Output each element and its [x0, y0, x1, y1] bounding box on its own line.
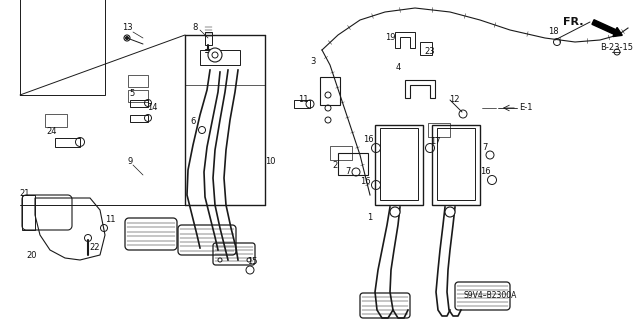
Circle shape	[247, 258, 251, 262]
Bar	[330, 146, 352, 160]
FancyArrow shape	[592, 20, 622, 37]
Text: 5: 5	[129, 88, 134, 98]
Text: 6: 6	[190, 117, 196, 127]
Bar	[432, 125, 480, 205]
Bar	[128, 75, 148, 87]
Bar	[375, 125, 423, 205]
Text: 7: 7	[483, 143, 488, 152]
Text: 7: 7	[346, 167, 351, 176]
Text: 11: 11	[105, 216, 115, 225]
Circle shape	[125, 36, 129, 40]
Text: 14: 14	[147, 103, 157, 113]
Circle shape	[208, 48, 222, 62]
Bar	[200, 50, 240, 65]
Bar	[380, 128, 418, 200]
Text: FR.: FR.	[563, 17, 583, 27]
Text: 23: 23	[425, 48, 435, 56]
Text: 16: 16	[480, 167, 490, 176]
Text: 16: 16	[360, 177, 371, 187]
Text: 21: 21	[20, 189, 30, 197]
Circle shape	[212, 52, 218, 58]
Bar	[338, 153, 368, 175]
Text: 17: 17	[429, 137, 440, 146]
Text: 24: 24	[47, 128, 57, 137]
Text: 16: 16	[363, 136, 373, 145]
Circle shape	[390, 207, 400, 217]
Text: 4: 4	[396, 63, 401, 72]
Text: 3: 3	[310, 57, 316, 66]
Circle shape	[218, 258, 222, 262]
Text: 15: 15	[247, 257, 257, 266]
Bar	[428, 123, 450, 137]
Text: 10: 10	[265, 158, 275, 167]
Bar	[128, 90, 148, 102]
Text: 20: 20	[27, 250, 37, 259]
Bar	[20, 0, 105, 95]
Bar	[437, 128, 475, 200]
Text: 1: 1	[367, 213, 372, 222]
Text: E-1: E-1	[519, 103, 532, 113]
Text: 18: 18	[548, 27, 558, 36]
Text: 9: 9	[127, 158, 132, 167]
Text: 13: 13	[122, 24, 132, 33]
Bar	[320, 77, 340, 105]
Bar	[45, 114, 67, 127]
Text: 2: 2	[332, 160, 338, 169]
Text: 22: 22	[90, 243, 100, 253]
Circle shape	[445, 207, 455, 217]
Text: 12: 12	[449, 95, 460, 105]
Text: B-23-15: B-23-15	[600, 43, 634, 53]
Text: S9V4–B2300A: S9V4–B2300A	[463, 292, 516, 300]
Text: 19: 19	[385, 33, 396, 42]
Text: 11: 11	[298, 95, 308, 105]
Text: 8: 8	[192, 23, 198, 32]
